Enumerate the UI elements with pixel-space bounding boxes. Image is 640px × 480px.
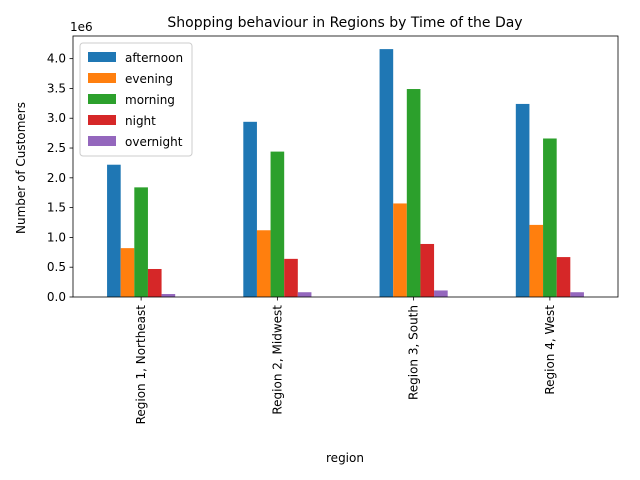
bars-group [107,49,584,298]
chart-title: Shopping behaviour in Regions by Time of… [167,15,522,31]
x-tick-label: Region 1, Northeast [134,305,148,425]
legend-swatch-evening [88,73,116,83]
bar-evening-2 [256,230,271,297]
bar-afternoon-4 [515,103,530,298]
legend-swatch-morning [88,94,116,104]
legend-label-night: night [125,114,156,128]
bar-night-4 [556,257,571,297]
legend-label-evening: evening [125,72,173,86]
plot-frame [72,35,619,298]
bar-afternoon-2 [243,121,257,297]
x-axis-label: region [326,451,364,465]
bar-night-2 [284,258,298,297]
y-tick-label: 3.5 [47,81,66,95]
bar-overnight-3 [434,290,448,297]
bar-overnight-1 [161,294,176,297]
bar-morning-4 [543,138,557,297]
y-axis-ticks: 0.0 0.5 1.0 1.5 2.0 2.5 3.0 3.5 4.0 [47,52,73,304]
legend-label-afternoon: afternoon [125,51,183,65]
x-axis-ticks: Region 1, Northeast Region 2, Midwest Regi… [134,297,557,424]
bar-afternoon-3 [379,49,394,297]
y-tick-label: 4.0 [47,52,66,66]
y-tick-label: 0.0 [47,290,66,304]
bar-morning-2 [270,151,285,297]
y-tick-label: 1.0 [47,230,66,244]
bar-night-3 [420,243,435,297]
legend-label-morning: morning [125,93,175,107]
bar-morning-3 [406,89,421,297]
bar-evening-1 [120,248,135,297]
y-tick-label: 1.5 [47,201,66,215]
legend-swatch-overnight [88,136,116,146]
y-tick-label: 2.0 [47,171,66,185]
x-tick-label: Region 2, Midwest [270,305,284,415]
legend: afternoon evening morning night overnight [79,42,193,157]
bar-afternoon-1 [107,164,121,297]
bar-overnight-2 [297,292,312,297]
y-tick-label: 0.5 [47,260,66,274]
bar-evening-4 [529,224,544,297]
legend-label-overnight: overnight [125,135,183,149]
y-tick-label: 3.0 [47,111,66,125]
legend-box [79,42,193,157]
bar-overnight-4 [570,292,584,297]
y-offset-label: 1e6 [70,20,93,34]
legend-swatch-afternoon [88,52,116,62]
y-axis-label: Number of Customers [14,102,28,234]
bar-evening-3 [393,203,407,297]
legend-swatch-night [88,115,116,125]
y-tick-label: 2.5 [47,141,66,155]
bar-morning-1 [134,187,148,297]
x-tick-label: Region 3, South [407,305,421,400]
bar-night-1 [147,268,162,297]
x-tick-label: Region 4, West [543,305,557,395]
